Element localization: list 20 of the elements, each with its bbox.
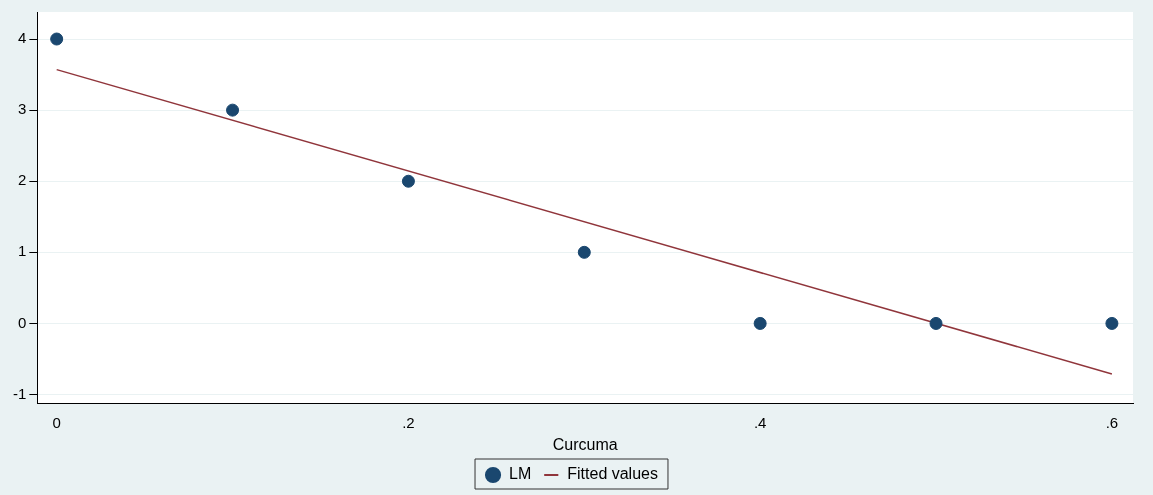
y-tick-label: -1 (12, 384, 27, 402)
x-tick-label: .4 (753, 413, 767, 431)
point (577, 245, 591, 259)
legend-label: LM (509, 465, 532, 483)
y-tick-label: 1 (17, 242, 27, 260)
point (753, 316, 767, 330)
y-tick-label: 3 (17, 100, 27, 118)
legend-label: Fitted values (567, 465, 658, 483)
point (929, 316, 943, 330)
point (226, 103, 240, 117)
point (50, 32, 64, 46)
x-tick-label: 0 (52, 413, 61, 431)
point (1105, 316, 1119, 330)
y-tick-label: 4 (17, 29, 27, 47)
point (401, 174, 415, 188)
y-tick-label: 2 (17, 171, 27, 189)
x-tick-label: .2 (402, 413, 415, 431)
x-axis-title: Curcuma (552, 435, 618, 453)
y-tick-label: 0 (17, 313, 27, 331)
x-tick-label: .6 (1105, 413, 1119, 431)
